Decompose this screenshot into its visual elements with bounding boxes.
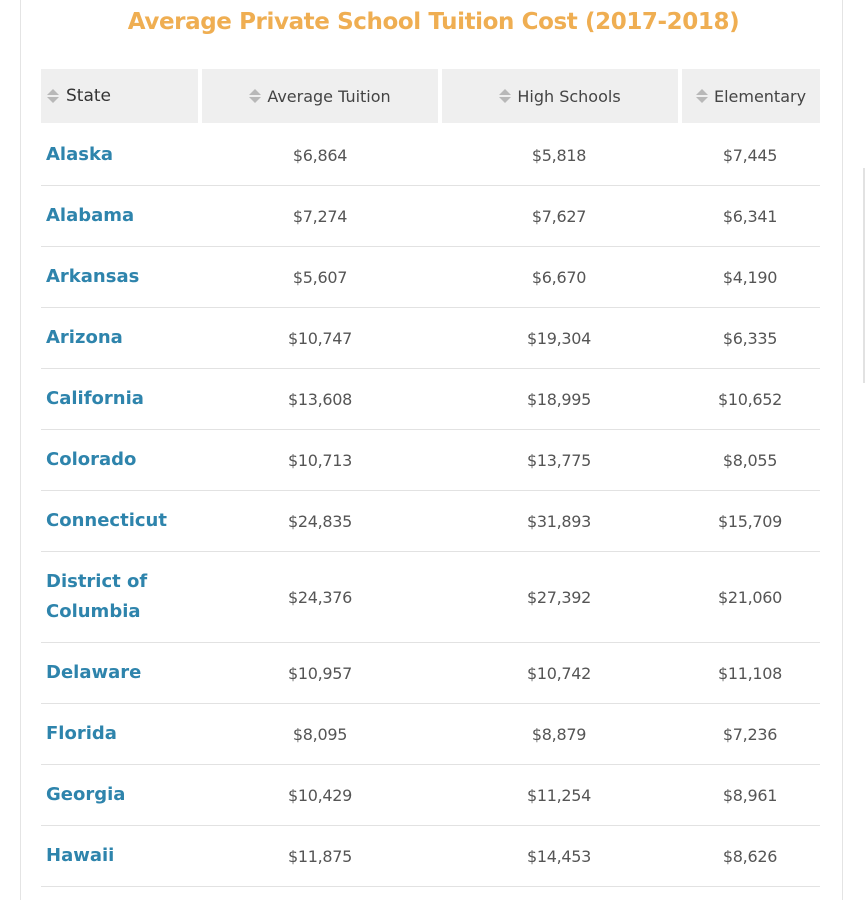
column-header-label: Average Tuition — [267, 86, 391, 106]
page-title: Average Private School Tuition Cost (201… — [127, 9, 740, 35]
high-schools-cell: $31,893 — [526, 511, 592, 531]
elementary-cell: $8,961 — [722, 785, 778, 805]
average-tuition-cell: $13,608 — [287, 389, 353, 409]
state-link[interactable]: Alaska — [46, 144, 114, 165]
table-row: Alabama $7,274 $7,627 $6,341 — [41, 186, 820, 247]
sort-icon — [249, 89, 262, 103]
state-link[interactable]: District of Columbia — [46, 571, 148, 622]
average-tuition-cell: $11,875 — [287, 846, 353, 866]
average-tuition-cell: $10,957 — [287, 663, 353, 683]
table-row: Hawaii $11,875 $14,453 $8,626 — [41, 826, 820, 887]
state-link[interactable]: Connecticut — [46, 510, 167, 531]
content-panel — [20, 0, 843, 900]
high-schools-cell: $7,627 — [531, 206, 587, 226]
column-header-label: Elementary — [713, 86, 807, 106]
table-row: Colorado $10,713 $13,775 $8,055 — [41, 430, 820, 491]
column-header-state[interactable]: State — [41, 69, 198, 123]
high-schools-cell: $27,392 — [526, 587, 592, 607]
state-link[interactable]: Arizona — [46, 327, 123, 348]
state-link[interactable]: Colorado — [46, 449, 137, 470]
column-header-high-schools[interactable]: High Schools — [442, 69, 678, 123]
elementary-cell: $10,652 — [717, 389, 783, 409]
elementary-cell: $6,335 — [722, 328, 778, 348]
elementary-cell: $15,709 — [717, 511, 783, 531]
high-schools-cell: $8,879 — [531, 724, 587, 744]
column-header-label: State — [66, 86, 111, 106]
state-link[interactable]: Alabama — [46, 205, 135, 226]
elementary-cell: $7,445 — [722, 145, 778, 165]
table-row: Alaska $6,864 $5,818 $7,445 — [41, 125, 820, 186]
scrollbar-edge[interactable] — [863, 168, 865, 383]
state-link[interactable]: Arkansas — [46, 266, 140, 287]
average-tuition-cell: $5,607 — [292, 267, 348, 287]
elementary-cell: $4,190 — [722, 267, 778, 287]
average-tuition-cell: $10,429 — [287, 785, 353, 805]
elementary-cell: $11,108 — [717, 663, 783, 683]
table-row: California $13,608 $18,995 $10,652 — [41, 369, 820, 430]
elementary-cell: $8,055 — [722, 450, 778, 470]
column-header-average-tuition[interactable]: Average Tuition — [202, 69, 438, 123]
high-schools-cell: $11,254 — [526, 785, 592, 805]
average-tuition-cell: $10,713 — [287, 450, 353, 470]
table-row: Connecticut $24,835 $31,893 $15,709 — [41, 491, 820, 552]
high-schools-cell: $14,453 — [526, 846, 592, 866]
table-row: Delaware $10,957 $10,742 $11,108 — [41, 643, 820, 704]
elementary-cell: $8,626 — [722, 846, 778, 866]
high-schools-cell: $6,670 — [531, 267, 587, 287]
high-schools-cell: $5,818 — [531, 145, 587, 165]
sort-icon — [47, 89, 59, 103]
average-tuition-cell: $8,095 — [292, 724, 348, 744]
elementary-cell: $7,236 — [722, 724, 778, 744]
average-tuition-cell: $7,274 — [292, 206, 348, 226]
average-tuition-cell: $24,835 — [287, 511, 353, 531]
sort-icon — [499, 89, 512, 103]
average-tuition-cell: $6,864 — [292, 145, 348, 165]
average-tuition-cell: $24,376 — [287, 587, 353, 607]
average-tuition-cell: $10,747 — [287, 328, 353, 348]
table-row: Arizona $10,747 $19,304 $6,335 — [41, 308, 820, 369]
high-schools-cell: $10,742 — [526, 663, 592, 683]
high-schools-cell: $19,304 — [526, 328, 592, 348]
high-schools-cell: $13,775 — [526, 450, 592, 470]
tuition-table: State Average Tuition High Schools Eleme… — [41, 69, 820, 887]
state-link[interactable]: Delaware — [46, 662, 142, 683]
sort-icon — [695, 89, 708, 103]
column-header-label: High Schools — [517, 86, 621, 106]
table-row: Georgia $10,429 $11,254 $8,961 — [41, 765, 820, 826]
state-link[interactable]: Hawaii — [46, 845, 115, 866]
table-body: Alaska $6,864 $5,818 $7,445 Alabama $7,274 $7,… — [41, 125, 820, 887]
table-header: State Average Tuition High Schools Eleme… — [41, 69, 820, 125]
high-schools-cell: $18,995 — [526, 389, 592, 409]
state-link[interactable]: Georgia — [46, 784, 126, 805]
elementary-cell: $21,060 — [717, 587, 783, 607]
column-header-elementary[interactable]: Elementary — [682, 69, 820, 123]
table-row: Arkansas $5,607 $6,670 $4,190 — [41, 247, 820, 308]
table-row: Florida $8,095 $8,879 $7,236 — [41, 704, 820, 765]
elementary-cell: $6,341 — [722, 206, 778, 226]
state-link[interactable]: Florida — [46, 723, 117, 744]
state-link[interactable]: California — [46, 388, 144, 409]
table-row: District of Columbia $24,376 $27,392 $21,06… — [41, 552, 820, 643]
